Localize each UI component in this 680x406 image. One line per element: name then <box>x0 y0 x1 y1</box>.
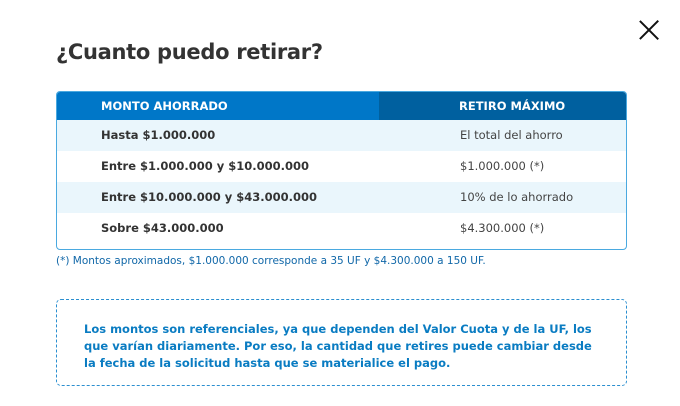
header-monto-ahorrado: MONTO AHORRADO <box>57 92 379 120</box>
cell-monto: Entre $1.000.000 y $10.000.000 <box>101 159 310 173</box>
cell-monto: Entre $10.000.000 y $43.000.000 <box>101 190 318 204</box>
cell-retiro: $4.300.000 (*) <box>460 221 545 235</box>
table-row: Hasta $1.000.000 El total del ahorro <box>57 120 626 151</box>
footnote: (*) Montos aproximados, $1.000.000 corre… <box>56 255 486 267</box>
cell-monto: Hasta $1.000.000 <box>101 128 216 142</box>
close-icon[interactable] <box>638 19 660 41</box>
table-row: Sobre $43.000.000 $4.300.000 (*) <box>57 213 626 244</box>
page-title: ¿Cuanto puedo retirar? <box>56 40 323 64</box>
table-row: Entre $10.000.000 y $43.000.000 10% de l… <box>57 182 626 213</box>
cell-retiro: $1.000.000 (*) <box>460 159 545 173</box>
table-row: Entre $1.000.000 y $10.000.000 $1.000.00… <box>57 151 626 182</box>
info-note: Los montos son referenciales, ya que dep… <box>56 299 627 386</box>
cell-retiro: 10% de lo ahorrado <box>460 190 574 204</box>
cell-monto: Sobre $43.000.000 <box>101 221 224 235</box>
table-header: MONTO AHORRADO RETIRO MÁXIMO <box>57 92 626 120</box>
cell-retiro: El total del ahorro <box>460 128 563 142</box>
header-retiro-maximo: RETIRO MÁXIMO <box>379 92 626 120</box>
withdrawal-table: MONTO AHORRADO RETIRO MÁXIMO Hasta $1.00… <box>56 91 627 250</box>
table-body: Hasta $1.000.000 El total del ahorro Ent… <box>57 120 626 244</box>
